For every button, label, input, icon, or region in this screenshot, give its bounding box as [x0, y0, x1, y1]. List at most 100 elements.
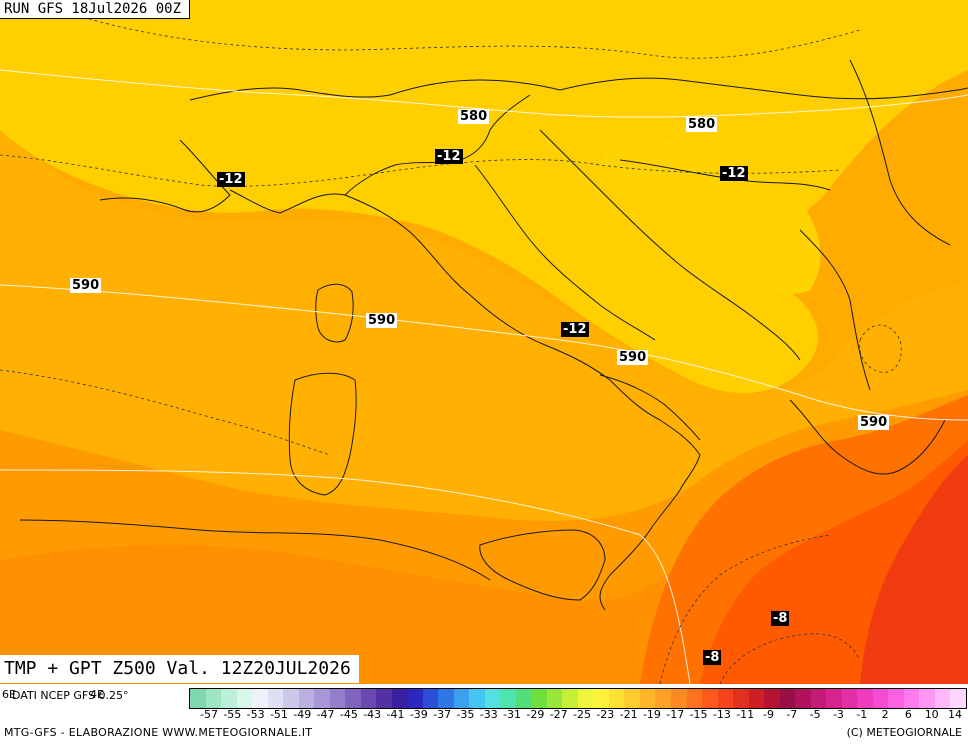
legend-color-cell — [376, 689, 392, 708]
field-yellow-north — [0, 0, 968, 394]
tmp-label: -8 — [771, 611, 790, 626]
legend-color-cell — [314, 689, 330, 708]
legend-tick-labels: -57 -55 -53 -51 -49 -47 -45 -43 -41 -39 -37 -35 -33-… — [189, 708, 967, 722]
legend-color-cell — [795, 689, 811, 708]
legend-color-cell — [841, 689, 858, 708]
gpt-label: 580 — [458, 109, 490, 124]
legend-tick: 6 — [904, 708, 912, 721]
legend-tick: -9 — [763, 708, 774, 721]
legend-color-cell — [407, 689, 423, 708]
legend-color-cell — [546, 689, 563, 708]
legend-tick: -55 — [223, 708, 242, 721]
gpt-label: 580 — [686, 117, 718, 132]
legend-color-bar — [189, 688, 967, 709]
legend-color-cell — [593, 689, 609, 708]
legend-color-cell — [655, 689, 671, 708]
legend-color-cell — [500, 689, 516, 708]
legend-tick: 2 — [881, 708, 889, 721]
legend-color-cell — [748, 689, 765, 708]
legend-tick: -53 — [246, 708, 265, 721]
legend-color-cell — [360, 689, 377, 708]
field-red — [860, 455, 968, 684]
gpt-label: 590 — [617, 350, 649, 365]
run-label: RUN GFS 18Jul2026 00Z — [0, 0, 191, 19]
valid-time-label: TMP + GPT Z500 Val. 12Z20JUL2026 — [0, 655, 359, 683]
gpt-label: 590 — [366, 313, 398, 328]
legend-color-cell — [702, 689, 718, 708]
legend-left-glyph: 6E — [2, 688, 16, 701]
legend-tick: -31 — [503, 708, 522, 721]
tmp-label: -12 — [561, 322, 589, 337]
legend-color-cell — [826, 689, 842, 708]
weather-map: RUN GFS 18Jul2026 00Z 580 580 590 590 59… — [0, 0, 968, 684]
legend-tick: -35 — [456, 708, 475, 721]
legend-tick: -37 — [433, 708, 452, 721]
legend-color-cell — [686, 689, 703, 708]
legend-tick: -23 — [596, 708, 615, 721]
legend-tick: -3 — [832, 708, 844, 721]
legend-tick: -19 — [642, 708, 661, 721]
tmp-isolines — [0, 9, 902, 684]
legend-color-cell — [236, 689, 253, 708]
legend-color-cell — [810, 689, 827, 708]
legend-color-cell — [515, 689, 532, 708]
legend-color-cell — [422, 689, 439, 708]
legend-color-cell — [391, 689, 408, 708]
legend-color-cell — [298, 689, 315, 708]
legend-color-cell — [733, 689, 749, 708]
legend-tick: -5 — [809, 708, 821, 721]
color-legend: 6E 4E DATI NCEP GFS 0.25° -57 -55 -53 -51 -4… — [0, 684, 968, 745]
legend-tick: -33 — [479, 708, 498, 721]
legend-color-cell — [345, 689, 361, 708]
legend-color-cell — [531, 689, 547, 708]
legend-tick: -17 — [666, 708, 685, 721]
legend-color-cell — [190, 689, 206, 708]
legend-tick: 14 — [948, 708, 962, 721]
legend-tick: -41 — [386, 708, 405, 721]
map-canvas — [0, 0, 968, 684]
legend-tick: -45 — [339, 708, 358, 721]
legend-color-cell — [283, 689, 299, 708]
legend-tick: -43 — [363, 708, 382, 721]
legend-color-cell — [950, 689, 966, 708]
legend-tick: 10 — [924, 708, 939, 721]
legend-color-cell — [469, 689, 485, 708]
legend-color-cell — [903, 689, 920, 708]
legend-tick: -39 — [409, 708, 428, 721]
legend-tick: -27 — [549, 708, 568, 721]
legend-color-cell — [205, 689, 222, 708]
tmp-label: -8 — [703, 650, 722, 665]
legend-color-cell — [934, 689, 951, 708]
legend-color-cell — [888, 689, 904, 708]
legend-color-cell — [764, 689, 780, 708]
legend-color-cell — [484, 689, 501, 708]
legend-tick: -47 — [316, 708, 335, 721]
legend-tick: -15 — [689, 708, 708, 721]
legend-tick: -1 — [856, 708, 868, 721]
credit-left: MTG-GFS - ELABORAZIONE WWW.METEOGIORNALE… — [4, 726, 313, 739]
legend-color-cell — [453, 689, 470, 708]
legend-tick: -57 — [200, 708, 218, 721]
field-orange-2 — [0, 545, 700, 684]
legend-tick: -25 — [573, 708, 591, 721]
legend-color-cell — [639, 689, 656, 708]
legend-color-cell — [267, 689, 284, 708]
legend-color-cell — [919, 689, 935, 708]
legend-color-cell — [779, 689, 796, 708]
field-yellow-balkans — [600, 137, 821, 294]
coastlines — [19, 59, 968, 611]
tmp-label: -12 — [720, 166, 748, 181]
legend-color-cell — [857, 689, 873, 708]
legend-tick: -29 — [526, 708, 545, 721]
legend-color-cell — [221, 689, 237, 708]
legend-tick: -21 — [619, 708, 638, 721]
legend-tick: -51 — [269, 708, 288, 721]
legend-color-cell — [252, 689, 268, 708]
legend-color-cell — [562, 689, 578, 708]
legend-tick: -49 — [293, 708, 312, 721]
gpt-isolines — [0, 69, 968, 684]
legend-color-cell — [577, 689, 594, 708]
legend-tick: -11 — [736, 708, 755, 721]
tmp-label: -12 — [217, 172, 245, 187]
legend-color-cell — [438, 689, 454, 708]
